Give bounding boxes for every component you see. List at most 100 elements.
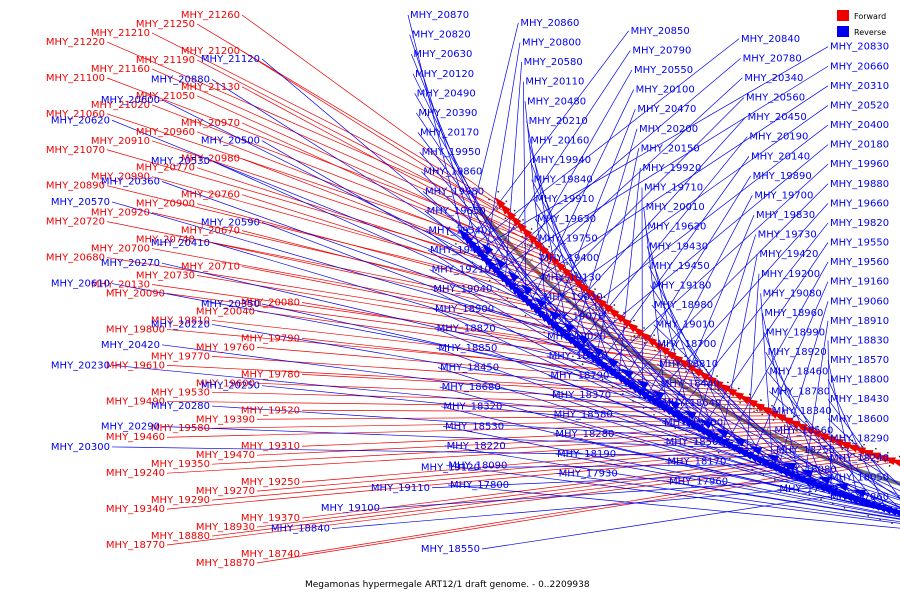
reverse-connector	[553, 433, 900, 514]
reverse-gene-label: MHY_20660	[830, 61, 889, 72]
forward-gene-label: MHY_21220	[46, 37, 105, 48]
reverse-gene-label: MHY_18240	[830, 453, 889, 464]
reverse-gene-label: MHY_18800	[830, 375, 889, 386]
reverse-gene-label: MHY_20010	[646, 202, 705, 213]
reverse-gene-glyph	[818, 476, 831, 485]
reverse-gene-glyph	[636, 379, 649, 390]
reverse-connector	[524, 101, 548, 319]
reverse-gene-glyph	[874, 504, 887, 513]
reverse-gene-label: MHY_20350	[201, 299, 260, 310]
reverse-connector	[760, 293, 774, 466]
reverse-gene-label: MHY_19660	[830, 198, 889, 209]
reverse-connector	[725, 261, 829, 444]
reverse-gene-label: MHY_20400	[830, 120, 889, 131]
reverse-connector	[481, 464, 790, 468]
reverse-connector	[556, 472, 900, 523]
reverse-gene-glyph	[825, 488, 839, 496]
reverse-gene-label: MHY_17930	[559, 468, 618, 479]
reverse-gene-glyph	[841, 494, 855, 502]
reverse-gene-glyph	[800, 469, 814, 478]
reverse-gene-label: MHY_20200	[639, 124, 698, 135]
forward-gene-label: MHY_21250	[136, 19, 195, 30]
reverse-connector	[770, 410, 900, 499]
reverse-gene-label: MHY_20500	[201, 136, 260, 147]
figure-caption: Megamonas hypermegale ART12/1 draft geno…	[305, 580, 590, 590]
reverse-connector	[444, 445, 900, 520]
reverse-connector	[827, 438, 900, 486]
reverse-gene-label: MHY_19410	[430, 245, 489, 256]
reverse-gene-label: MHY_20210	[529, 116, 588, 127]
forward-gene-label: MHY_20900	[136, 199, 195, 210]
reverse-gene-glyph	[788, 472, 801, 482]
reverse-connector	[527, 140, 592, 356]
reverse-connector	[497, 65, 829, 272]
reverse-gene-label: MHY_18190	[557, 449, 616, 460]
reverse-gene-label: MHY_20780	[743, 53, 802, 64]
reverse-connector	[646, 246, 717, 438]
reverse-gene-label: MHY_21120	[201, 54, 260, 65]
reverse-gene-label: MHY_19020	[547, 331, 606, 342]
scale-tick-label: 1460 kbp	[752, 408, 776, 414]
reverse-connector	[161, 426, 756, 450]
forward-connector	[211, 391, 758, 406]
reverse-connector	[767, 371, 881, 508]
reverse-connector	[442, 425, 900, 517]
reverse-gene-label: MHY_19920	[642, 163, 701, 174]
reverse-gene-label: MHY_17960	[669, 476, 728, 487]
reverse-connector	[827, 457, 900, 492]
reverse-connector	[261, 385, 722, 432]
forward-connector	[301, 302, 690, 367]
reverse-connector	[803, 320, 829, 480]
reverse-gene-label: MHY_20550	[634, 65, 693, 76]
legend-reverse-label: Reverse	[854, 28, 886, 37]
reverse-connector	[768, 390, 900, 509]
forward-gene-glyph	[738, 395, 751, 405]
forward-gene-label: MHY_20770	[136, 163, 195, 174]
forward-gene-label: MHY_20720	[46, 217, 105, 228]
reverse-connector	[331, 485, 842, 529]
reverse-connector	[481, 491, 860, 550]
reverse-gene-glyph	[548, 309, 561, 321]
reverse-gene-label: MHY_20340	[744, 73, 803, 84]
reverse-gene-label: MHY_19860	[423, 167, 482, 178]
reverse-gene-label: MHY_20220	[151, 319, 210, 330]
reverse-gene-label: MHY_18250	[776, 445, 835, 456]
reverse-gene-glyph	[700, 419, 713, 429]
forward-gene-glyph	[759, 406, 772, 416]
forward-connector	[151, 104, 554, 260]
reverse-connector	[477, 46, 829, 251]
reverse-connector	[827, 418, 900, 487]
forward-gene-label: MHY_19790	[241, 333, 300, 344]
reverse-gene-glyph	[782, 470, 796, 479]
reverse-gene-label: MHY_20390	[418, 108, 477, 119]
forward-gene-label: MHY_19460	[106, 432, 165, 443]
forward-connector	[301, 373, 744, 399]
reverse-gene-label: MHY_20620	[51, 115, 110, 126]
reverse-gene-glyph	[890, 509, 900, 517]
reverse-gene-label: MHY_18500	[666, 437, 725, 448]
reverse-gene-glyph	[847, 496, 860, 504]
forward-gene-label: MHY_19340	[106, 504, 165, 515]
reverse-connector	[646, 195, 753, 397]
forward-gene-label: MHY_20130	[91, 280, 150, 291]
forward-connector	[106, 77, 537, 243]
forward-gene-label: MHY_18870	[196, 558, 255, 569]
reverse-gene-label: MHY_19400	[540, 253, 599, 264]
reverse-gene-glyph	[521, 284, 533, 296]
reverse-connector	[409, 34, 482, 255]
forward-gene-label: MHY_21060	[46, 109, 105, 120]
reverse-connector	[111, 283, 642, 384]
reverse-gene-glyph	[591, 345, 604, 357]
reverse-gene-glyph	[766, 454, 780, 463]
reverse-gene-label: MHY_18170	[667, 457, 726, 468]
reverse-gene-label: MHY_19700	[754, 190, 813, 201]
reverse-connector	[554, 453, 900, 518]
reverse-connector	[623, 175, 751, 380]
reverse-gene-label: MHY_19210	[432, 265, 491, 276]
reverse-gene-label: MHY_20450	[748, 112, 807, 123]
reverse-gene-glyph	[733, 437, 746, 447]
reverse-gene-label: MHY_19980	[425, 186, 484, 197]
reverse-gene-label: MHY_18920	[768, 347, 827, 358]
reverse-connector	[572, 128, 638, 342]
